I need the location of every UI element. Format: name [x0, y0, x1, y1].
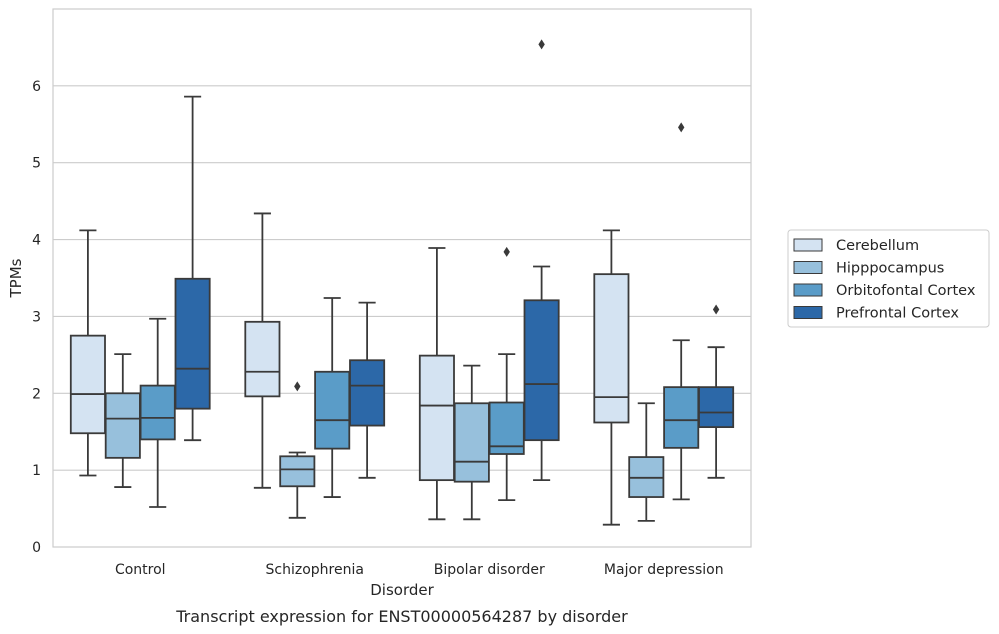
box-iqr: [139, 384, 176, 441]
box-iqr: [104, 392, 141, 459]
outlier-point: [294, 381, 301, 392]
outlier-point: [503, 246, 510, 257]
legend-frame: [787, 229, 990, 328]
box-iqr: [314, 370, 351, 450]
y-tick-label: 2: [32, 386, 41, 402]
plot-frame: [52, 8, 752, 548]
box-orbitofontal-cortex: [314, 297, 351, 498]
y-tick-label: 4: [32, 233, 41, 249]
y-tick-label: 1: [32, 463, 41, 479]
x-axis-label: Disorder: [370, 581, 434, 599]
box-hipppocampus: [104, 353, 141, 488]
box-iqr: [698, 386, 735, 429]
x-tick-labels: Control Schizophrenia Bipolar disorder Majo…: [115, 562, 724, 578]
box-orbitofontal-cortex: [663, 122, 700, 501]
y-tick-labels: 0 1 2 3 4 5 6: [32, 79, 41, 556]
box-cerebellum: [418, 247, 455, 521]
box-iqr: [349, 359, 386, 427]
box-iqr: [418, 354, 455, 482]
y-tick-label: 5: [32, 156, 41, 172]
x-tick-label: Bipolar disorder: [434, 562, 545, 578]
x-tick-label: Major depression: [604, 562, 724, 578]
box-prefrontal-cortex: [349, 301, 386, 479]
box-iqr: [663, 386, 700, 449]
box-iqr: [523, 299, 560, 442]
box-series: [69, 39, 735, 526]
box-iqr: [279, 455, 316, 488]
box-cerebellum: [69, 229, 106, 477]
box-hipppocampus: [628, 402, 665, 522]
legend-swatch: [793, 283, 823, 297]
box-hipppocampus: [279, 381, 316, 519]
legend-swatch: [793, 261, 823, 274]
y-tick-label: 3: [32, 309, 41, 325]
legend-label: Hipppocampus: [836, 261, 944, 277]
box-cerebellum: [244, 212, 281, 489]
y-axis-label: TPMs: [7, 258, 25, 298]
x-tick-label: Schizophrenia: [266, 562, 364, 578]
chart-caption: Transcript expression for ENST0000056428…: [175, 607, 628, 626]
box-iqr: [174, 277, 211, 410]
box-hipppocampus: [453, 364, 490, 521]
legend-swatch: [793, 306, 823, 319]
y-tick-label: 0: [32, 540, 41, 556]
box-iqr: [453, 402, 490, 483]
legend-swatch: [793, 238, 823, 252]
y-tick-label: 6: [32, 79, 41, 95]
box-prefrontal-cortex: [523, 39, 560, 482]
legend: Cerebellum Hipppocampus Orbitofontal Corte…: [787, 229, 990, 328]
box-prefrontal-cortex: [698, 304, 735, 479]
outlier-point: [712, 304, 720, 315]
box-cerebellum: [593, 229, 630, 526]
box-iqr: [244, 320, 281, 398]
box-iqr: [593, 273, 630, 424]
x-tick-label: Control: [115, 562, 166, 578]
legend-label: Orbitofontal Cortex: [836, 283, 976, 299]
outlier-point: [678, 122, 685, 133]
legend-label: Prefrontal Cortex: [836, 306, 959, 322]
outlier-point: [538, 39, 545, 50]
legend-label: Cerebellum: [836, 238, 919, 254]
box-orbitofontal-cortex: [488, 246, 525, 502]
box-orbitofontal-cortex: [139, 317, 176, 508]
box-prefrontal-cortex: [174, 95, 211, 442]
box-iqr: [69, 334, 106, 435]
